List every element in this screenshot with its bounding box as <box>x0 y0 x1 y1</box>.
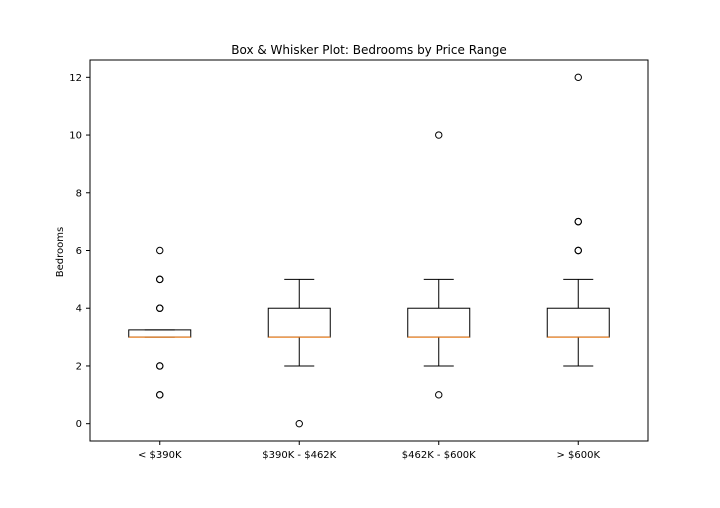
box <box>128 329 192 338</box>
x-tick-label: > $600K <box>556 450 600 461</box>
chart-title: Box & Whisker Plot: Bedrooms by Price Ra… <box>231 43 506 57</box>
x-tick-label: $390K - $462K <box>262 450 336 461</box>
outlier-point <box>435 391 443 399</box>
box <box>267 307 331 338</box>
y-tick-label: 12 <box>69 73 82 84</box>
outlier-point <box>156 304 164 312</box>
y-tick-label: 10 <box>69 131 82 142</box>
outlier-point <box>574 246 582 255</box>
outlier-point <box>574 217 582 226</box>
y-tick-label: 8 <box>76 188 82 199</box>
y-tick-label: 4 <box>76 304 82 315</box>
outlier-point <box>295 419 303 428</box>
y-tick-label: 0 <box>76 419 82 430</box>
outlier-point <box>574 73 582 82</box>
outlier-point <box>156 275 164 284</box>
outlier-point <box>156 246 164 255</box>
outlier-point <box>435 131 443 139</box>
axes-frame <box>89 59 649 442</box>
x-tick-label: $462K - $600K <box>402 450 476 461</box>
x-tick-label: < $390K <box>138 450 182 461</box>
outlier-point <box>156 391 164 399</box>
y-tick-label: 6 <box>76 246 82 257</box>
y-axis-label: Bedrooms <box>55 227 66 277</box>
box <box>407 307 471 338</box>
y-tick-label: 2 <box>76 361 82 372</box>
plot-area: 0 2 4 6 8 10 12 < $390K $390K - $462K $462K - $60… <box>69 73 610 461</box>
box <box>546 307 610 338</box>
outlier-point <box>156 362 164 370</box>
